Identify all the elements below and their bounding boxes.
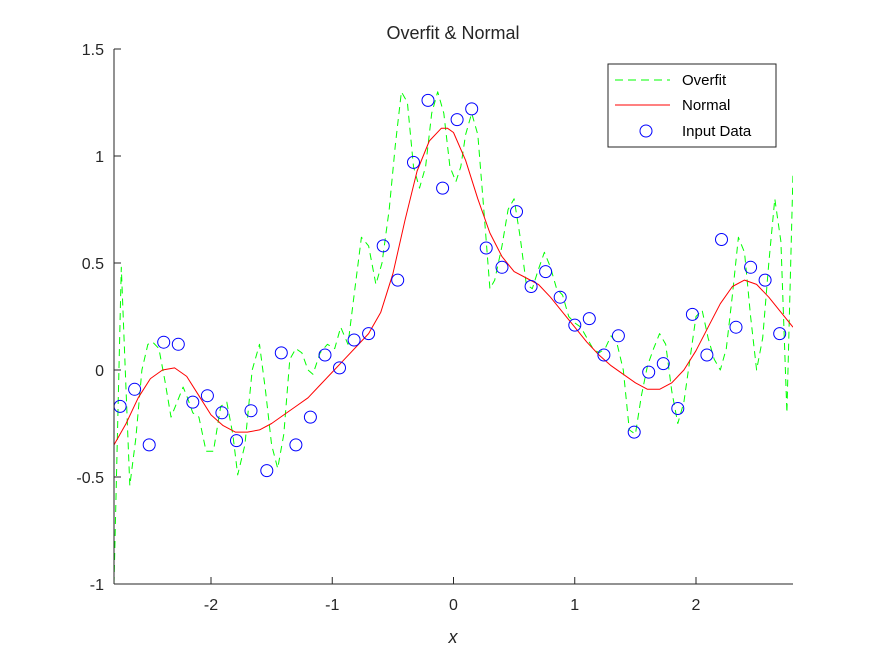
input-data-point (421, 93, 435, 107)
input-data-point (729, 320, 743, 334)
input-data-point (465, 102, 479, 116)
legend-normal-label: Normal (682, 97, 730, 114)
input-data-point (553, 290, 567, 304)
input-data-point (524, 280, 538, 293)
y-tick-label: 0.5 (82, 256, 104, 273)
input-data-point (303, 410, 317, 424)
x-tick-label: 0 (449, 597, 458, 614)
input-data-point (597, 348, 611, 362)
input-data-point (376, 239, 390, 253)
input-data-point (495, 260, 509, 274)
x-tick-label: -2 (204, 597, 218, 614)
input-data-point (758, 273, 772, 287)
x-tick-label: 2 (692, 597, 701, 614)
legend-input-data-label: Input Data (682, 123, 752, 140)
input-data-point (347, 333, 361, 347)
input-data-point (260, 464, 274, 478)
x-axis-label: x (448, 627, 459, 647)
y-tick-label: -0.5 (76, 470, 104, 487)
y-tick-label: 0 (95, 363, 104, 380)
input-data-point (171, 337, 185, 351)
x-tick-label: -1 (325, 597, 339, 614)
input-data-point (627, 425, 641, 439)
input-data-point (200, 389, 214, 403)
legend-input-data-marker (639, 124, 653, 138)
input-data-point (582, 312, 596, 326)
input-data-point (362, 327, 376, 341)
input-data-point (715, 233, 728, 246)
input-data-point (289, 438, 303, 452)
input-data-point (186, 395, 200, 409)
legend: Overfit Normal Input Data (607, 63, 777, 148)
plot-layer (114, 91, 793, 584)
input-data-point (215, 406, 229, 420)
chart-title: Overfit & Normal (386, 23, 519, 43)
y-tick-label: 1 (95, 149, 104, 166)
input-data-point (450, 113, 464, 127)
input-data-point (539, 265, 553, 279)
y-tick-label: -1 (90, 577, 104, 594)
input-data-point (157, 335, 171, 349)
input-data-point (671, 402, 685, 415)
x-tick-label: 1 (570, 597, 579, 614)
input-data-point (436, 181, 450, 195)
input-data-point (274, 346, 288, 360)
input-data-point (656, 357, 670, 371)
input-data-point (391, 273, 405, 287)
input-data-point (318, 348, 332, 362)
input-data-point (479, 241, 493, 255)
input-data-point (685, 307, 699, 321)
input-data-point (700, 348, 714, 362)
input-data-point (510, 205, 523, 219)
input-data-point (128, 382, 142, 396)
input-data-point (642, 365, 656, 379)
normal-series-line (114, 127, 793, 446)
legend-overfit-label: Overfit (682, 72, 727, 89)
input-data-point (244, 404, 258, 418)
input-data-point (568, 318, 582, 332)
input-data-point (142, 438, 156, 452)
input-data-point (611, 329, 625, 343)
input-data-point (773, 327, 787, 341)
input-data-point (230, 434, 243, 448)
input-data-point (333, 361, 346, 375)
axes: -2 -1 0 1 2 -1 -0.5 0 0.5 1 1.5 (76, 42, 793, 614)
overfit-series-line (114, 91, 793, 584)
input-data-point (407, 155, 420, 169)
input-data-point (744, 260, 758, 274)
y-tick-label: 1.5 (82, 42, 104, 59)
